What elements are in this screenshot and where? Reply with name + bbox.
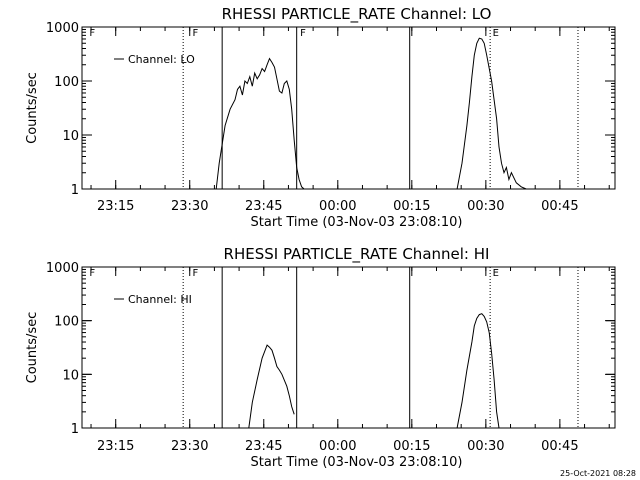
x-tick-label: 23:30 xyxy=(171,199,208,214)
x-tick-label: 00:45 xyxy=(541,439,578,454)
y-tick-label: 100 xyxy=(54,75,79,90)
flag-label: F xyxy=(89,28,95,39)
y-tick-label: 10 xyxy=(62,129,79,144)
series-line xyxy=(456,37,527,190)
y-tick-label: 1 xyxy=(71,422,79,437)
series-line xyxy=(456,313,500,429)
x-tick-label: 00:45 xyxy=(541,199,578,214)
plot-frame xyxy=(81,266,616,429)
x-tick-label: 23:15 xyxy=(97,439,134,454)
y-tick-label: 100 xyxy=(54,315,79,330)
y-tick-label: 1000 xyxy=(46,21,79,36)
x-tick-label: 00:00 xyxy=(319,439,356,454)
flag-label: E xyxy=(493,268,499,279)
x-tick-label: 23:15 xyxy=(97,199,134,214)
flag-label: F xyxy=(193,28,199,39)
x-axis-label: Start Time (03-Nov-03 23:08:10) xyxy=(251,215,463,230)
x-tick-label: 00:30 xyxy=(467,439,504,454)
y-axis-label: Counts/sec xyxy=(25,312,40,384)
flag-label: F xyxy=(89,268,95,279)
y-axis-label: Counts/sec xyxy=(25,72,40,144)
x-tick-label: 23:45 xyxy=(245,199,282,214)
x-tick-label: 23:45 xyxy=(245,439,282,454)
x-tick-label: 00:00 xyxy=(319,199,356,214)
flag-label: F xyxy=(300,28,306,39)
flag-label: F xyxy=(193,268,199,279)
x-tick-label: 00:15 xyxy=(393,199,430,214)
x-tick-label: 00:15 xyxy=(393,439,430,454)
series-line xyxy=(248,344,295,429)
chart-title: RHESSI PARTICLE_RATE Channel: LO xyxy=(222,5,492,24)
footer-timestamp: 25-Oct-2021 08:28 xyxy=(560,469,636,478)
plot-frame xyxy=(81,26,616,190)
flag-label: E xyxy=(493,28,499,39)
y-tick-label: 1000 xyxy=(46,261,79,276)
y-tick-label: 10 xyxy=(62,368,79,383)
legend-label: Channel: LO xyxy=(128,53,195,66)
x-axis-label: Start Time (03-Nov-03 23:08:10) xyxy=(251,455,463,470)
y-tick-label: 1 xyxy=(71,183,79,198)
chart-title: RHESSI PARTICLE_RATE Channel: HI xyxy=(224,245,490,264)
series-line xyxy=(215,57,305,190)
x-tick-label: 00:30 xyxy=(467,199,504,214)
legend-label: Channel: HI xyxy=(128,293,192,306)
x-tick-label: 23:30 xyxy=(171,439,208,454)
